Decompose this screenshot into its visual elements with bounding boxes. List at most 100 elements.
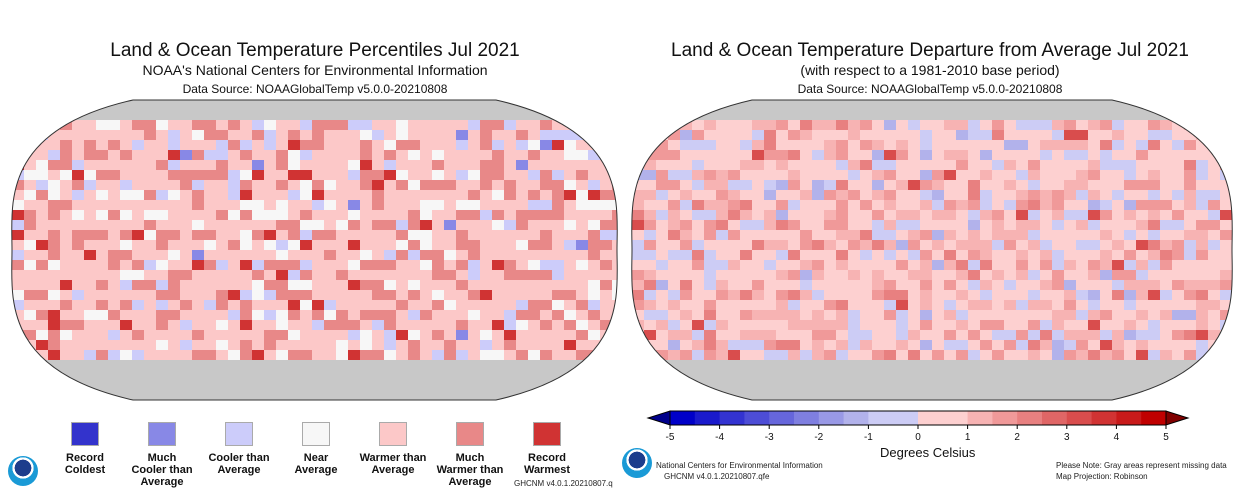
grid-cell	[180, 280, 192, 290]
grid-cell	[956, 200, 968, 210]
grid-cell	[1172, 300, 1184, 310]
grid-cell	[704, 170, 716, 180]
grid-cell	[420, 340, 432, 350]
grid-cell	[956, 350, 968, 360]
colorbar-tick: -4	[715, 432, 725, 443]
grid-cell	[1004, 180, 1016, 190]
grid-cell	[528, 300, 540, 310]
grid-cell	[704, 330, 716, 340]
grid-cell	[944, 300, 956, 310]
grid-cell	[384, 230, 396, 240]
grid-cell	[60, 230, 72, 240]
grid-cell	[444, 280, 456, 290]
grid-cell	[716, 230, 728, 240]
grid-cell	[644, 380, 656, 390]
grid-cell	[980, 380, 992, 390]
grid-cell	[764, 340, 776, 350]
grid-cell	[396, 260, 408, 270]
grid-cell	[348, 320, 360, 330]
grid-cell	[800, 330, 812, 340]
grid-cell	[980, 170, 992, 180]
grid-cell	[1028, 200, 1040, 210]
grid-cell	[12, 160, 24, 170]
grid-cell	[740, 120, 752, 130]
grid-cell	[60, 300, 72, 310]
grid-cell	[552, 140, 564, 150]
grid-cell	[288, 390, 300, 400]
grid-cell	[168, 100, 180, 110]
grid-cell	[716, 160, 728, 170]
legend-item: Record Coldest	[40, 422, 130, 476]
grid-cell	[36, 260, 48, 270]
grid-cell	[396, 210, 408, 220]
grid-cell	[764, 110, 776, 120]
grid-cell	[60, 200, 72, 210]
grid-cell	[264, 390, 276, 400]
grid-cell	[396, 330, 408, 340]
grid-cell	[728, 120, 740, 130]
grid-cell	[1040, 170, 1052, 180]
grid-cell	[108, 370, 120, 380]
grid-cell	[1208, 220, 1220, 230]
grid-cell	[860, 130, 872, 140]
grid-cell	[480, 220, 492, 230]
grid-cell	[956, 370, 968, 380]
grid-cell	[1100, 150, 1112, 160]
grid-cell	[144, 260, 156, 270]
grid-cell	[264, 310, 276, 320]
grid-cell	[528, 360, 540, 370]
grid-cell	[324, 390, 336, 400]
grid-cell	[108, 220, 120, 230]
colorbar-tick: 1	[964, 432, 971, 443]
grid-cell	[692, 210, 704, 220]
grid-cell	[1028, 260, 1040, 270]
grid-cell	[632, 310, 644, 320]
grid-cell	[336, 390, 348, 400]
grid-cell	[264, 150, 276, 160]
grid-cell	[824, 140, 836, 150]
grid-cell	[24, 370, 36, 380]
grid-cell	[324, 100, 336, 110]
grid-cell	[432, 310, 444, 320]
grid-cell	[540, 270, 552, 280]
grid-cell	[36, 100, 48, 110]
grid-cell	[884, 210, 896, 220]
grid-cell	[1220, 310, 1232, 320]
grid-cell	[420, 170, 432, 180]
grid-cell	[192, 100, 204, 110]
grid-cell	[764, 130, 776, 140]
grid-cell	[96, 320, 108, 330]
grid-cell	[504, 220, 516, 230]
grid-cell	[680, 310, 692, 320]
grid-cell	[492, 120, 504, 130]
grid-cell	[24, 360, 36, 370]
grid-cell	[48, 100, 60, 110]
grid-cell	[1040, 240, 1052, 250]
grid-cell	[692, 370, 704, 380]
grid-cell	[204, 260, 216, 270]
grid-cell	[692, 150, 704, 160]
grid-cell	[48, 230, 60, 240]
grid-cell	[336, 110, 348, 120]
grid-cell	[920, 150, 932, 160]
grid-cell	[668, 210, 680, 220]
grid-cell	[192, 240, 204, 250]
grid-cell	[812, 240, 824, 250]
grid-cell	[836, 230, 848, 240]
grid-cell	[312, 300, 324, 310]
grid-cell	[1100, 260, 1112, 270]
grid-cell	[456, 330, 468, 340]
grid-cell	[36, 140, 48, 150]
grid-cell	[968, 120, 980, 130]
grid-cell	[156, 350, 168, 360]
grid-cell	[908, 310, 920, 320]
grid-cell	[600, 370, 612, 380]
grid-cell	[528, 340, 540, 350]
grid-cell	[776, 280, 788, 290]
grid-cell	[324, 200, 336, 210]
grid-cell	[1136, 220, 1148, 230]
grid-cell	[1148, 360, 1160, 370]
grid-cell	[908, 140, 920, 150]
grid-cell	[644, 200, 656, 210]
grid-cell	[764, 210, 776, 220]
